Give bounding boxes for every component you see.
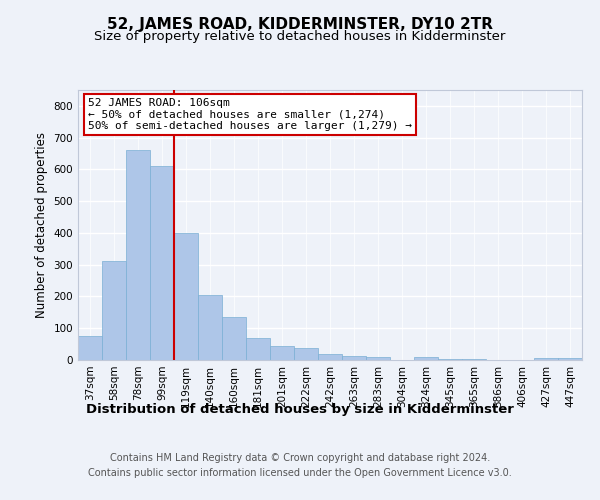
Bar	[102, 260, 126, 360]
Bar	[462, 358, 486, 360]
Bar	[246, 338, 270, 360]
Bar	[366, 357, 390, 360]
Bar	[438, 358, 462, 360]
Bar	[294, 348, 318, 360]
Bar	[150, 166, 174, 360]
Y-axis label: Number of detached properties: Number of detached properties	[35, 132, 48, 318]
Bar	[222, 317, 246, 360]
Bar	[342, 356, 366, 360]
Bar	[78, 336, 102, 360]
Bar	[198, 295, 222, 360]
Text: 52 JAMES ROAD: 106sqm
← 50% of detached houses are smaller (1,274)
50% of semi-d: 52 JAMES ROAD: 106sqm ← 50% of detached …	[88, 98, 412, 132]
Text: Contains HM Land Registry data © Crown copyright and database right 2024.
Contai: Contains HM Land Registry data © Crown c…	[88, 452, 512, 477]
Text: 52, JAMES ROAD, KIDDERMINSTER, DY10 2TR: 52, JAMES ROAD, KIDDERMINSTER, DY10 2TR	[107, 18, 493, 32]
Bar	[534, 358, 558, 360]
Bar	[126, 150, 150, 360]
Bar	[414, 358, 438, 360]
Bar	[558, 358, 582, 360]
Text: Distribution of detached houses by size in Kidderminster: Distribution of detached houses by size …	[86, 402, 514, 415]
Bar	[174, 233, 198, 360]
Bar	[318, 354, 342, 360]
Bar	[270, 346, 294, 360]
Text: Size of property relative to detached houses in Kidderminster: Size of property relative to detached ho…	[94, 30, 506, 43]
